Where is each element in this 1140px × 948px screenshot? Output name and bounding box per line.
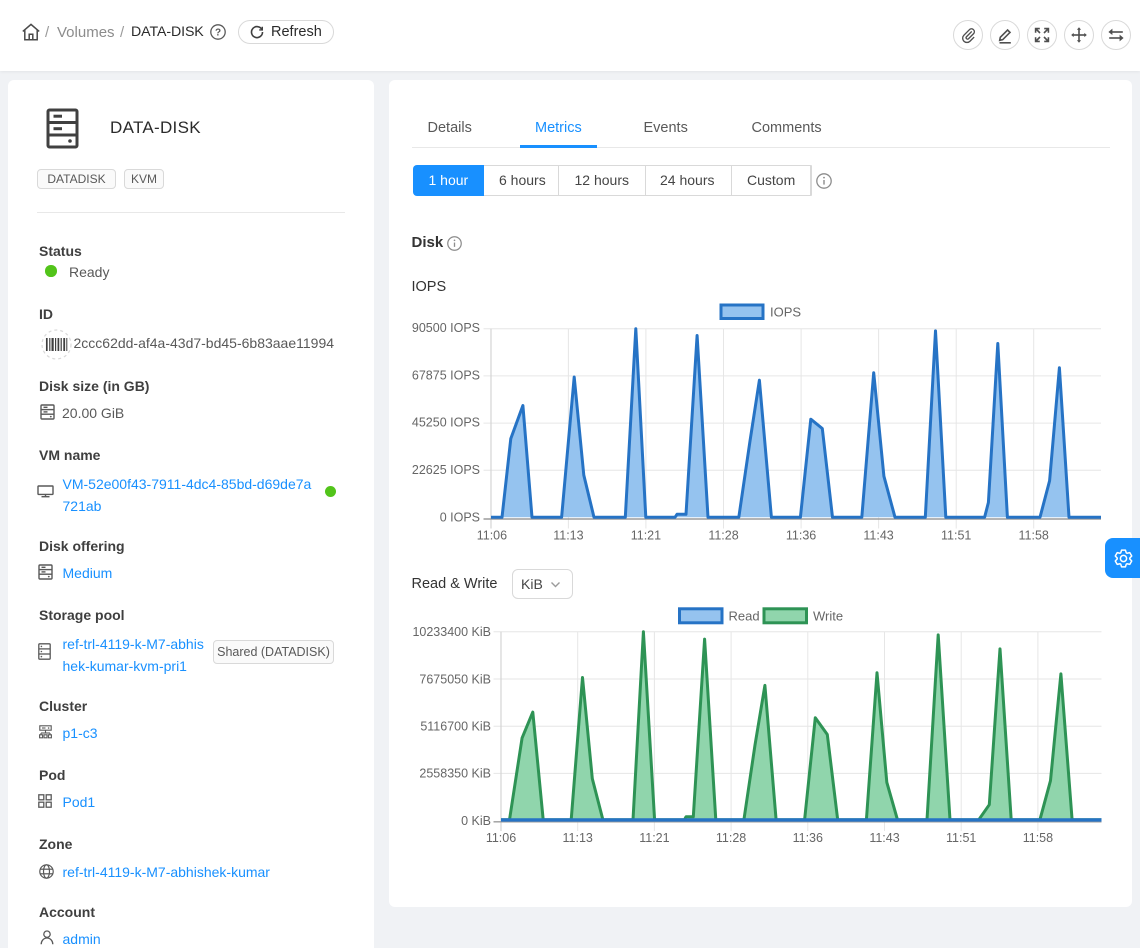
svg-text:11:06: 11:06 <box>486 831 516 845</box>
svg-text:11:36: 11:36 <box>786 529 816 543</box>
svg-text:11:51: 11:51 <box>941 529 971 543</box>
svg-text:11:28: 11:28 <box>716 831 746 845</box>
svg-text:45250 IOPS: 45250 IOPS <box>412 416 480 430</box>
svg-text:11:58: 11:58 <box>1023 831 1053 845</box>
svg-text:11:58: 11:58 <box>1019 529 1049 543</box>
svg-text:11:43: 11:43 <box>869 831 899 845</box>
svg-text:IOPS: IOPS <box>770 305 801 320</box>
svg-text:11:13: 11:13 <box>563 831 593 845</box>
svg-text:11:51: 11:51 <box>946 831 976 845</box>
svg-text:11:36: 11:36 <box>793 831 823 845</box>
svg-text:Write: Write <box>813 609 843 624</box>
svg-text:67875 IOPS: 67875 IOPS <box>412 368 480 382</box>
svg-text:0 IOPS: 0 IOPS <box>440 510 480 524</box>
svg-text:22625 IOPS: 22625 IOPS <box>412 463 480 477</box>
svg-text:11:21: 11:21 <box>639 831 669 845</box>
svg-text:7675050 KiB: 7675050 KiB <box>419 672 491 686</box>
svg-text:2558350 KiB: 2558350 KiB <box>419 767 491 781</box>
svg-text:?: ? <box>215 27 221 38</box>
svg-text:10233400 KiB: 10233400 KiB <box>412 625 491 639</box>
svg-text:11:13: 11:13 <box>553 529 583 543</box>
svg-text:11:21: 11:21 <box>631 529 661 543</box>
svg-text:Read: Read <box>729 609 760 624</box>
svg-text:11:06: 11:06 <box>477 529 507 543</box>
svg-text:5116700 KiB: 5116700 KiB <box>420 720 491 734</box>
svg-text:11:43: 11:43 <box>863 529 893 543</box>
svg-text:11:28: 11:28 <box>708 529 738 543</box>
svg-text:90500 IOPS: 90500 IOPS <box>412 321 480 335</box>
svg-text:0 KiB: 0 KiB <box>461 814 491 828</box>
